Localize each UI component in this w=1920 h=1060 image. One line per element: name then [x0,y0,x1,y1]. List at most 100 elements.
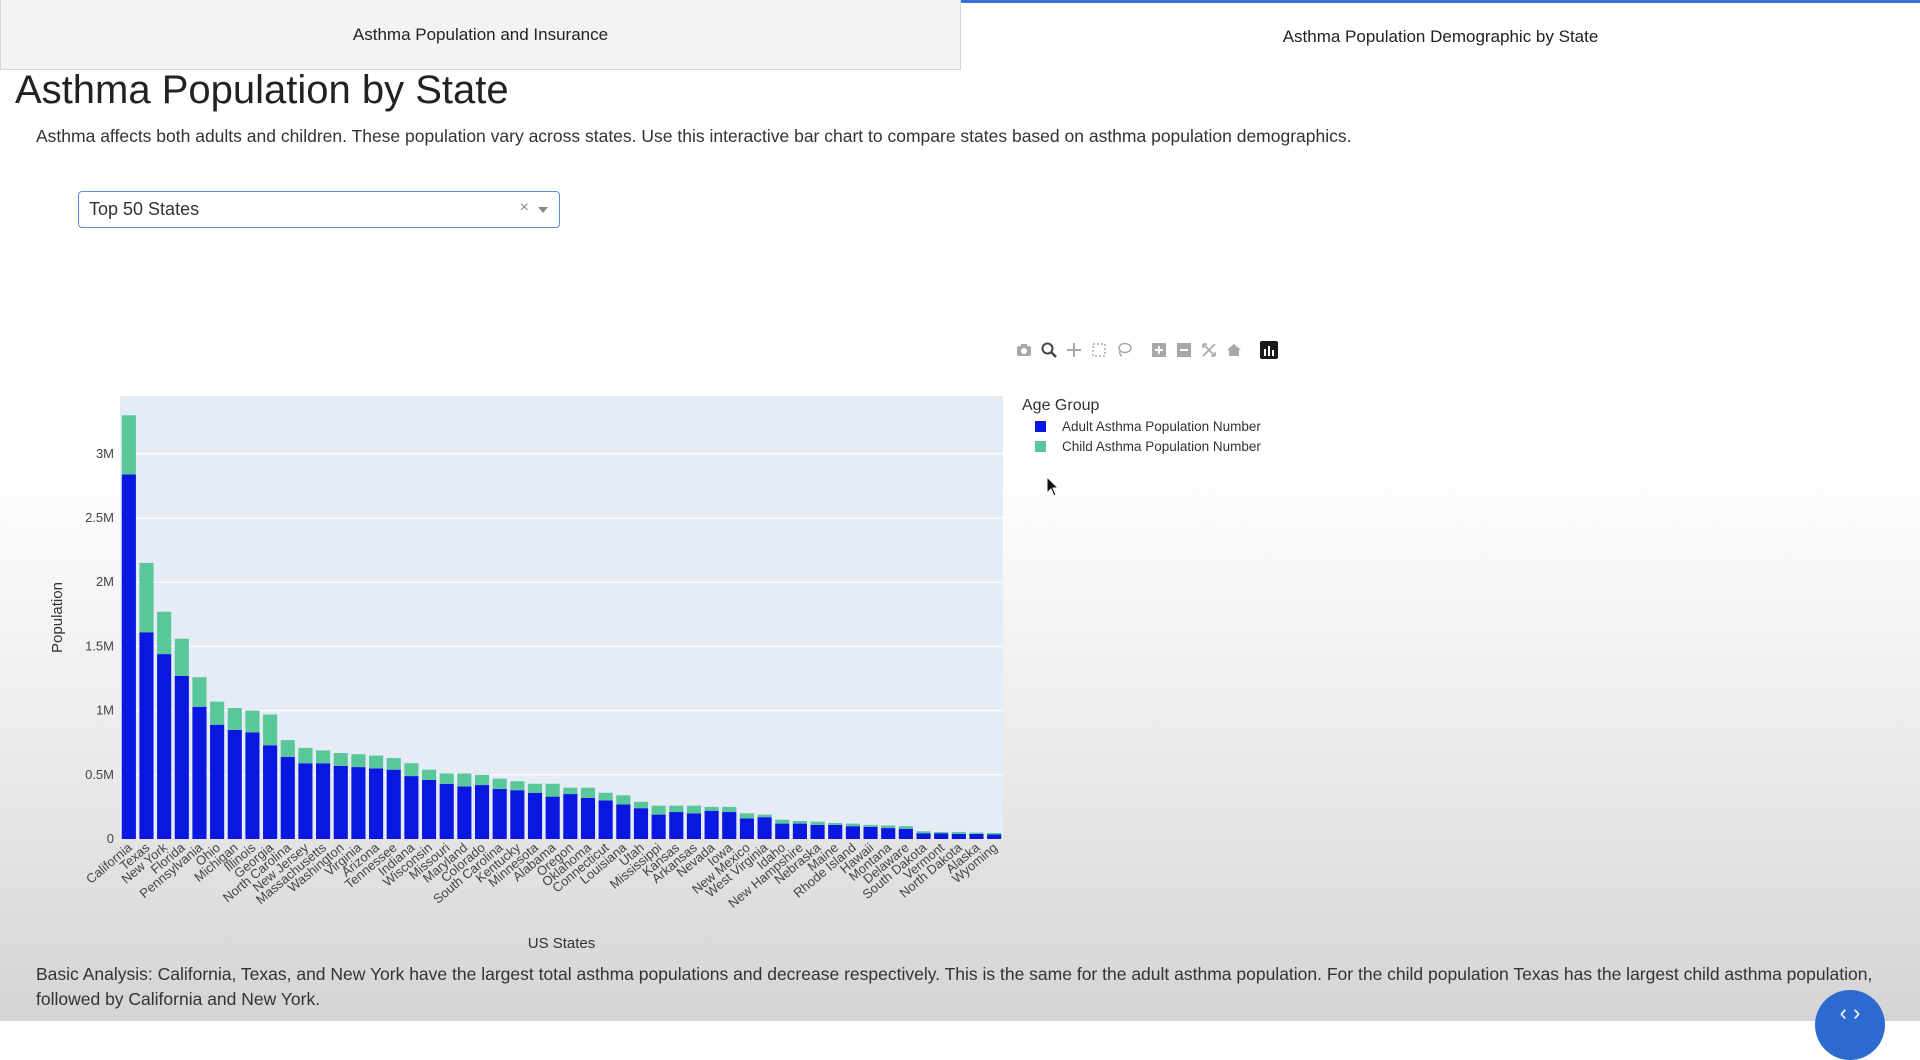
legend-item[interactable]: Adult Asthma Population Number [1035,419,1261,434]
bar-adult [121,474,136,839]
legend-label: Child Asthma Population Number [1062,439,1261,454]
bar-adult [775,823,790,839]
bar-adult [369,768,384,839]
pan-icon[interactable] [1065,341,1083,359]
bar-child [863,824,878,827]
basic-analysis-text: Basic Analysis: California, Texas, and N… [36,964,1873,1009]
bar-child [686,805,702,814]
bar-child [227,708,242,730]
y-axis-title: Population [49,582,66,653]
bar-child [139,562,154,633]
bar-child [775,819,790,824]
bar-adult [580,797,596,839]
bar-child [669,805,684,813]
autoscale-icon[interactable] [1200,341,1218,359]
bar-adult [404,776,419,839]
bar-adult [704,810,719,839]
lasso-icon[interactable] [1115,341,1133,359]
bar-child [898,826,913,829]
zoom-icon[interactable] [1040,341,1058,359]
bar-adult [298,763,313,839]
code-icon: ‹ › [1839,1000,1861,1025]
x-axis-title: US States [528,935,596,952]
chart-modebar [1015,341,1278,359]
bar-child [916,831,931,834]
bar-child [316,750,331,764]
bar-adult [616,804,631,839]
bar-child [616,795,631,805]
bar-child [845,823,860,827]
bar-child [280,740,295,757]
bar-adult [987,834,1002,839]
bar-child [739,813,754,819]
legend-label: Adult Asthma Population Number [1062,419,1261,434]
bar-child [369,755,384,769]
bar-child [545,783,560,797]
bar-adult [951,833,966,839]
clear-icon[interactable]: × [519,199,529,216]
bar-child [527,783,543,793]
toggle-fab-button[interactable]: ‹ › [1815,990,1885,1060]
bar-child [792,821,807,824]
bar-adult [828,824,843,839]
bar-child [439,773,454,784]
camera-icon[interactable] [1015,341,1033,359]
bar-adult [227,729,242,839]
bar-child [651,805,666,815]
bar-adult [863,826,878,839]
bar-child [704,806,719,811]
bar-child [174,638,189,676]
bar-child [598,792,613,801]
bar-adult [439,783,454,839]
y-tick-label: 0.5M [85,767,114,782]
bar-adult [545,796,560,839]
bar-adult [898,828,913,839]
y-tick-label: 2.5M [85,510,114,525]
bar-adult [739,818,754,839]
page-description: Asthma affects both adults and children.… [36,126,1352,146]
bar-child [263,714,278,746]
bar-adult [157,654,172,839]
zoom-in-icon[interactable] [1150,341,1168,359]
y-tick-label: 1.5M [85,638,114,653]
bar-child [192,677,207,707]
zoom-out-icon[interactable] [1175,341,1193,359]
bar-adult [492,788,507,839]
chevron-down-icon[interactable] [538,207,548,213]
bar-child [404,763,419,777]
bar-adult [916,833,931,839]
bar-adult [633,808,649,839]
y-tick-label: 0 [107,831,114,846]
bar-child [457,773,472,787]
tab-population-insurance[interactable]: Asthma Population and Insurance [0,0,961,70]
bar-adult [351,767,366,839]
bar-child [333,752,348,766]
bar-adult [139,632,154,839]
plotly-logo-icon[interactable] [1260,341,1278,359]
bar-child [828,822,843,825]
bar-child [298,747,313,764]
reset-axes-icon[interactable] [1225,341,1243,359]
bar-child [351,754,366,768]
bar-adult [969,833,984,839]
bar-child [934,831,949,834]
bar-child [563,787,578,795]
bar-adult [686,813,702,839]
bar-adult [527,792,543,839]
bar-adult [386,769,401,839]
legend-item[interactable]: Child Asthma Population Number [1035,439,1261,454]
bar-adult [934,833,949,839]
bar-child [474,774,490,786]
tab-demographic-by-state[interactable]: Asthma Population Demographic by State [961,0,1920,70]
bar-adult [263,745,278,839]
state-filter-dropdown[interactable]: Top 50 States × [78,191,560,228]
bar-adult [598,800,613,839]
box-select-icon[interactable] [1090,341,1108,359]
bar-child [881,825,896,829]
tab-bar: Asthma Population and Insurance Asthma P… [0,0,1920,70]
bar-adult [210,724,225,839]
bar-adult [192,706,207,839]
bar-adult [333,765,348,839]
bar-adult [792,823,807,839]
